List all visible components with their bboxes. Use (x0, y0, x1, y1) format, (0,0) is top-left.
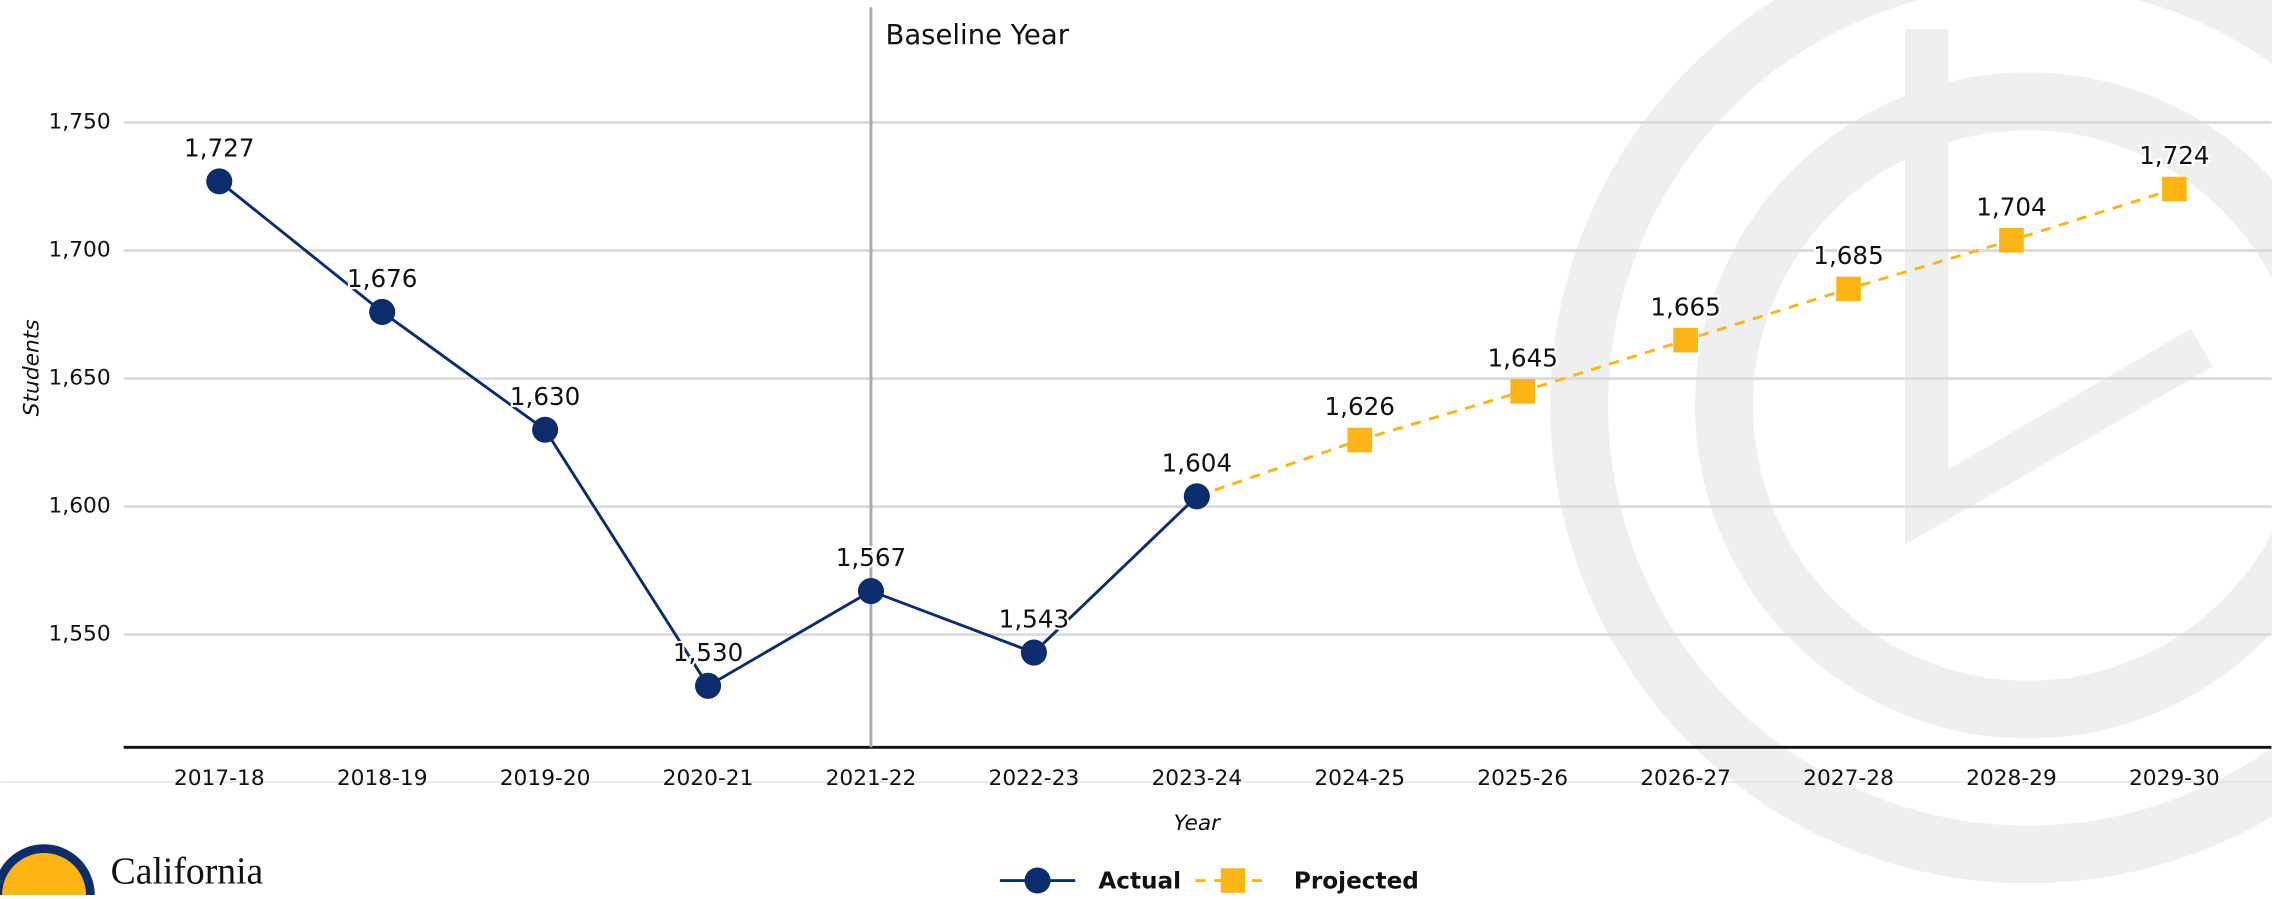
x-tick-label: 2022-23 (989, 766, 1080, 791)
data-label: 1,645 (1487, 343, 1557, 372)
annotation: Baseline Year (885, 19, 1069, 51)
logo: California (0, 844, 264, 899)
data-label: 1,567 (836, 543, 906, 572)
data-label: 1,626 (1325, 392, 1395, 421)
point (1347, 427, 1373, 453)
point (1183, 483, 1210, 510)
x-tick-label: 2018-19 (337, 766, 428, 791)
data-label: 1,604 (1162, 448, 1232, 477)
point (1020, 639, 1047, 666)
data-label: 1,685 (1813, 241, 1883, 270)
data-label: 1,665 (1650, 292, 1720, 321)
x-axis-title: Year (1174, 811, 1223, 836)
legend-marker (1024, 867, 1051, 894)
y-axis-title: Students (19, 319, 44, 416)
point (2162, 176, 2187, 202)
data-label: 1,630 (510, 382, 580, 411)
y-tick-label: 1,700 (48, 238, 110, 263)
x-tick-label: 2021-22 (826, 766, 917, 791)
y-tick-label: 1,600 (48, 494, 110, 519)
point (532, 416, 559, 443)
point (695, 672, 722, 699)
data-label: 1,543 (999, 605, 1069, 634)
x-tick-label: 2025-26 (1477, 766, 1568, 791)
x-tick-label: 2023-24 (1151, 766, 1242, 791)
y-tick-label: 1,650 (48, 366, 110, 391)
x-tick-label: 2029-30 (2129, 766, 2220, 791)
point (857, 578, 885, 605)
data-label: 1,724 (2139, 141, 2209, 170)
x-tick-label: 2019-20 (500, 766, 591, 791)
x-tick-label: 2027-28 (1803, 766, 1894, 791)
x-tick-label: 2020-21 (663, 766, 754, 791)
point (206, 168, 233, 195)
data-label: 1,530 (673, 638, 743, 667)
legend-marker (1220, 868, 1246, 893)
watermark (1550, 0, 2272, 884)
x-tick-label: 2017-18 (174, 766, 265, 791)
y-tick-label: 1,750 (48, 109, 110, 134)
point (1999, 227, 2024, 253)
x-tick-label: 2026-27 (1640, 766, 1731, 791)
point (1673, 327, 1698, 353)
legend-label: Actual (1098, 867, 1181, 894)
point (369, 298, 396, 325)
x-tick-label: 2024-25 (1314, 766, 1405, 791)
logo-text: California (111, 850, 264, 892)
data-label: 1,704 (1976, 192, 2046, 221)
data-label: 1,676 (347, 264, 417, 293)
point (1510, 379, 1535, 404)
x-tick-label: 2028-29 (1966, 766, 2057, 791)
data-label: 1,727 (184, 134, 254, 163)
y-tick-label: 1,550 (48, 622, 110, 647)
legend-label: Projected (1294, 867, 1419, 894)
point (1836, 276, 1861, 302)
